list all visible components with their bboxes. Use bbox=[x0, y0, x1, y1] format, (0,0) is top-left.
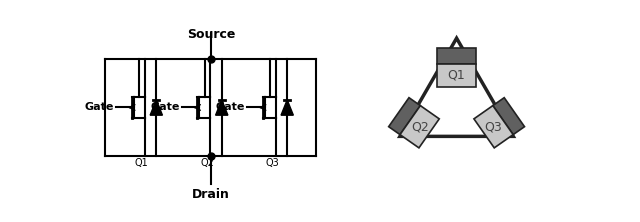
Polygon shape bbox=[400, 106, 439, 148]
Text: Q1: Q1 bbox=[135, 158, 148, 168]
Polygon shape bbox=[400, 38, 513, 136]
Polygon shape bbox=[216, 100, 228, 115]
Text: Drain: Drain bbox=[192, 188, 230, 201]
Polygon shape bbox=[437, 48, 476, 63]
Polygon shape bbox=[474, 106, 513, 148]
Text: Gate: Gate bbox=[150, 103, 179, 113]
Text: Gate: Gate bbox=[84, 103, 114, 113]
Text: Q3: Q3 bbox=[484, 120, 502, 133]
Text: Q2: Q2 bbox=[411, 120, 429, 133]
Text: Source: Source bbox=[187, 28, 235, 41]
Text: Q2: Q2 bbox=[200, 158, 214, 168]
Polygon shape bbox=[437, 63, 476, 87]
Polygon shape bbox=[388, 98, 420, 135]
Polygon shape bbox=[281, 100, 293, 115]
Polygon shape bbox=[150, 100, 163, 115]
Text: Gate: Gate bbox=[216, 103, 245, 113]
Text: Q3: Q3 bbox=[266, 158, 280, 168]
Text: Q1: Q1 bbox=[448, 69, 465, 82]
Polygon shape bbox=[493, 98, 525, 135]
